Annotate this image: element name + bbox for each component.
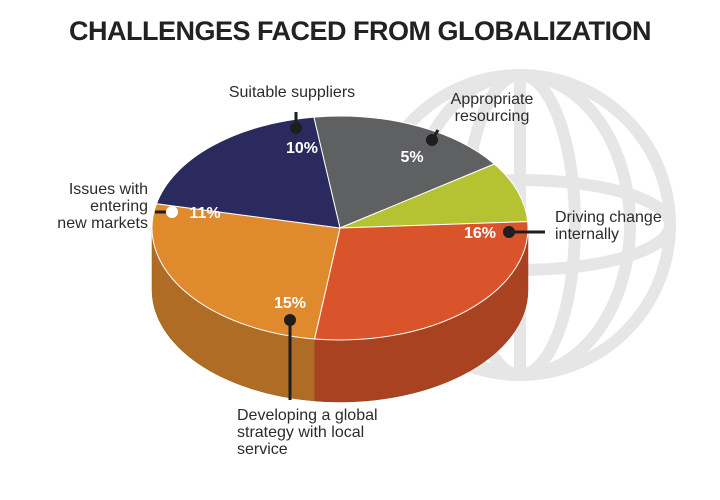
pie-slice-appropriate-resourcing <box>339 163 529 229</box>
value-label-appropriate-resourcing: 5% <box>400 149 423 166</box>
pie-slice-issues-with-entering-new-markets <box>155 116 341 229</box>
pie-slice-driving-change-internally <box>313 221 529 341</box>
category-label-appropriate-resourcing: Appropriate resourcing <box>451 91 534 125</box>
category-label-developing-a-global-strategy-with-local-service: Developing a global strategy with local se… <box>237 407 378 458</box>
value-label-driving-change-internally: 16% <box>464 225 496 242</box>
pie-slice-developing-a-global-strategy-with-local-service <box>151 203 341 340</box>
pie-top <box>151 115 529 341</box>
category-label-suitable-suppliers: Suitable suppliers <box>229 84 355 101</box>
category-label-issues-with-entering-new-markets: Issues with entering new markets <box>57 181 148 232</box>
chart-title: CHALLENGES FACED FROM GLOBALIZATION <box>69 16 651 46</box>
leader-dot-issues-with-entering-new-markets <box>166 206 178 218</box>
category-label-driving-change-internally: Driving change internally <box>555 209 662 243</box>
pie-slice-suitable-suppliers <box>313 115 496 229</box>
leader-dot-appropriate-resourcing <box>426 134 438 146</box>
value-label-issues-with-entering-new-markets: 11% <box>189 205 220 222</box>
value-label-developing-a-global-strategy-with-local-service: 15% <box>274 295 306 312</box>
value-label-suitable-suppliers: 10% <box>286 140 318 157</box>
leader-dot-suitable-suppliers <box>290 122 302 134</box>
callouts: 10% Suitable suppliers 5% Appropriate resour… <box>57 84 662 458</box>
leader-dot-developing-a-global-strategy-with-local-service <box>284 314 296 326</box>
leader-dot-driving-change-internally <box>503 226 515 238</box>
